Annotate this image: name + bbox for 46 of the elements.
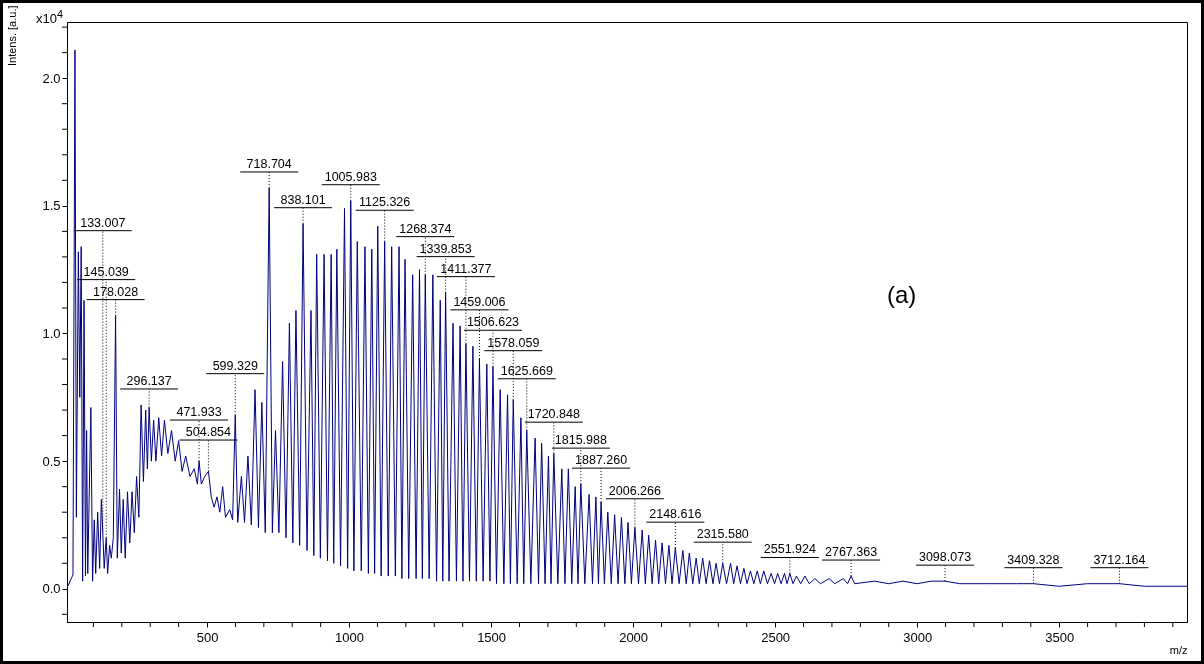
annotation: 178.028 [92,284,139,299]
annotation: 1506.623 [466,315,520,330]
x-tick-label: 3500 [1045,629,1075,645]
annotation: 1339.853 [419,241,472,256]
annotation: 1005.983 [324,169,377,184]
x-axis-title: m/z [1169,643,1188,656]
annotation: 1411.377 [440,261,492,276]
annotation: 599.329 [212,358,258,373]
annotation: 1125.326 [359,195,411,210]
annotation: 718.704 [246,156,292,171]
annotation: 2315.580 [696,527,749,542]
y-tick-label: 1.5 [42,198,61,214]
annotation: 3712.164 [1093,552,1146,567]
y-tick-label: 0.5 [42,453,61,469]
annotation: 145.039 [83,264,129,279]
annotation: 2148.616 [649,507,702,522]
annotation: 296.137 [126,373,172,388]
x-tick-label: 2500 [761,629,791,645]
annotation: 1578.059 [487,335,540,350]
y-axis-title: Intens. [a.u.] [5,5,18,67]
annotation: 1815.988 [554,433,607,448]
annotation: 133.007 [80,215,126,230]
y-tick-label: 2.0 [42,70,61,86]
annotation: 1268.374 [399,221,452,236]
x-tick-label: 3000 [903,629,933,645]
x-tick-label: 1000 [335,629,365,645]
annotation: (a) [887,281,917,309]
annotation: 1887.260 [575,453,628,468]
text: x10$^{4}$ [36,8,63,27]
y-tick-label: 0.0 [42,581,61,597]
line-series [67,49,1187,587]
annotation: 1720.848 [527,407,580,422]
x-tick-label: 1500 [477,629,507,645]
annotation: 2551.924 [763,542,816,557]
y-tick-label: 1.0 [42,325,61,341]
annotation: 3409.328 [1007,552,1060,567]
annotation: 1459.006 [453,294,506,309]
annotation: 504.854 [185,425,232,440]
annotation: 471.933 [176,405,222,420]
annotation: 2767.363 [825,545,878,560]
annotation: 3098.073 [918,550,972,565]
annotation: 838.101 [280,192,326,207]
annotation: 1625.669 [500,363,553,378]
annotation: 2006.266 [608,483,661,498]
x-tick-label: 2000 [619,629,649,645]
x-tick-label: 500 [196,629,219,645]
